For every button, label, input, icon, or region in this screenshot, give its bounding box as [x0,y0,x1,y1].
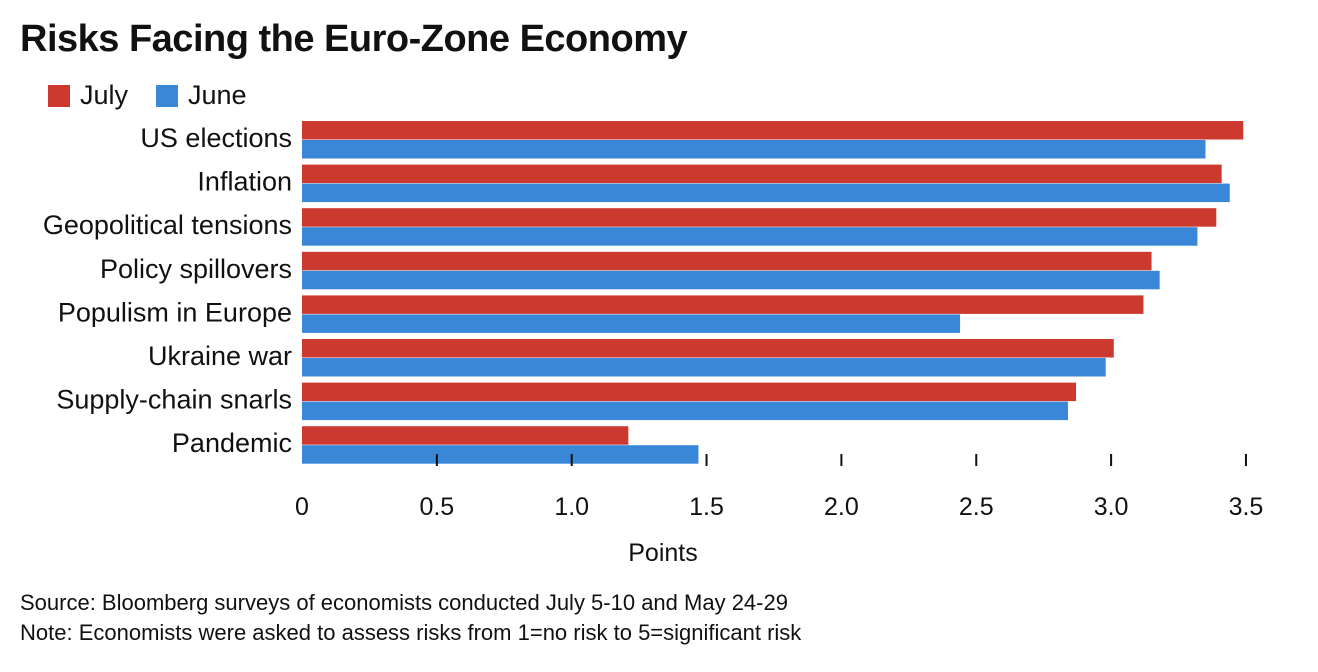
category-label-us-elections: US elections [140,123,292,153]
category-label-inflation: Inflation [197,167,292,197]
legend-swatch-june [156,84,179,107]
legend-label-july: July [80,80,129,110]
x-tick-label: 2.0 [824,493,859,521]
x-tick-label: 0 [295,493,309,521]
legend-label-june: June [188,80,247,110]
legend-item-june: June [156,80,247,111]
category-label-ukraine-war: Ukraine war [148,341,292,371]
bar-june-pandemic [302,445,699,464]
category-label-geopolitical-tensions: Geopolitical tensions [43,210,292,240]
bar-june-policy-spillovers [302,270,1160,290]
category-label-pandemic: Pandemic [172,428,292,458]
bar-july-geopolitical-tensions [302,208,1217,227]
category-label-policy-spillovers: Policy spillovers [100,254,292,284]
bar-july-ukraine-war [302,339,1114,358]
x-tick-label: 2.5 [959,493,994,521]
bar-june-inflation [302,183,1230,203]
bar-july-pandemic [302,426,629,445]
x-tick-label: 0.5 [419,493,454,521]
x-tick-label: 1.0 [554,493,589,521]
bar-july-us-elections [302,121,1244,140]
bar-july-populism-in-europe [302,295,1144,314]
x-tick-label: 3.5 [1229,493,1264,521]
chart-title: Risks Facing the Euro-Zone Economy [20,18,688,60]
bar-july-policy-spillovers [302,251,1152,271]
legend-swatch-july [48,84,70,107]
bar-june-populism-in-europe [302,314,961,333]
bar-june-geopolitical-tensions [302,227,1198,246]
category-label-supply-chain-snarls: Supply-chain snarls [56,385,292,415]
source-note: Source: Bloomberg surveys of economists … [20,590,788,615]
category-label-populism-in-europe: Populism in Europe [58,297,292,327]
x-tick-label: 1.5 [689,493,724,521]
legend: July June [48,80,275,111]
x-tick-label: 3.0 [1094,493,1129,521]
methodology-note: Note: Economists were asked to assess ri… [20,620,802,645]
bar-june-supply-chain-snarls [302,401,1068,421]
x-axis-label: Points [628,539,697,567]
legend-item-july: July [48,80,128,111]
bar-july-supply-chain-snarls [302,382,1077,402]
bar-june-ukraine-war [302,358,1106,377]
bar-july-inflation [302,164,1222,184]
bar-june-us-elections [302,140,1206,159]
